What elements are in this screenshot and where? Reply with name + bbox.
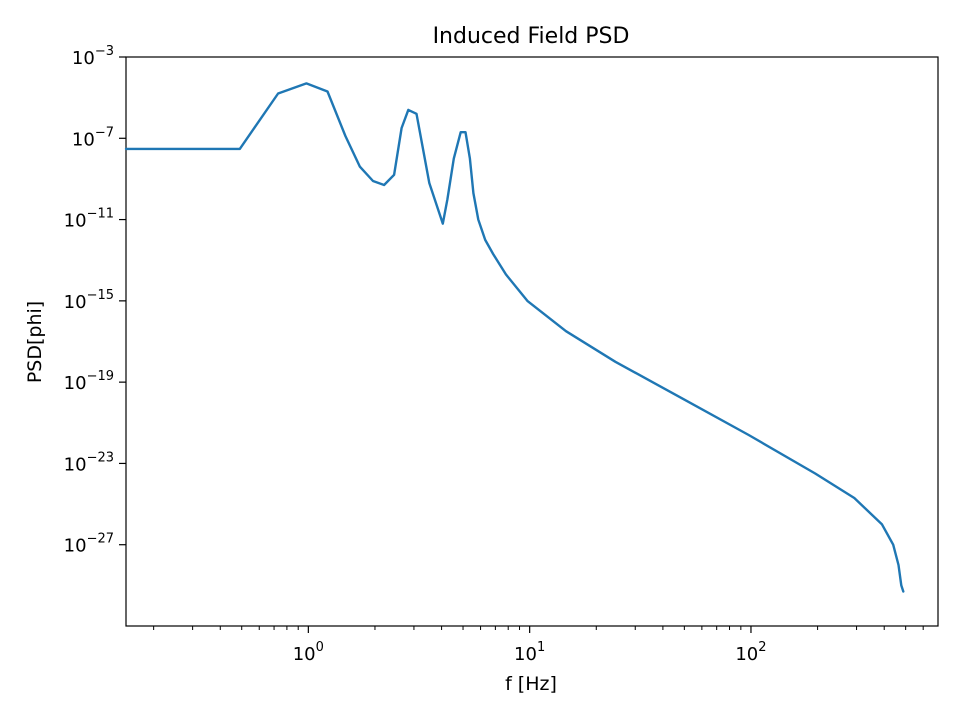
x-minor-ticks <box>153 626 924 630</box>
y-tick-label: 10−7 <box>72 125 114 150</box>
chart-title: Induced Field PSD <box>433 24 630 49</box>
y-tick-label: 10−11 <box>64 207 114 232</box>
plot-area-frame <box>125 56 939 627</box>
y-axis-ticks: 10−3 10−7 10−11 10−15 10−19 10−23 10−27 <box>64 44 126 557</box>
x-tick-label: 102 <box>735 640 766 665</box>
y-tick-label: 10−19 <box>64 369 114 394</box>
x-tick-label: 101 <box>514 640 545 665</box>
y-tick-label: 10−27 <box>64 532 114 557</box>
y-axis-label: PSD[phi] <box>24 301 46 383</box>
x-tick-label: 100 <box>293 640 324 665</box>
x-axis-ticks: 100 101 102 <box>293 626 767 665</box>
y-tick-label: 10−23 <box>64 450 114 475</box>
x-axis-label: f [Hz] <box>505 673 557 695</box>
psd-line <box>124 82 905 593</box>
y-tick-label: 10−15 <box>64 288 114 313</box>
y-tick-label: 10−3 <box>72 44 114 69</box>
